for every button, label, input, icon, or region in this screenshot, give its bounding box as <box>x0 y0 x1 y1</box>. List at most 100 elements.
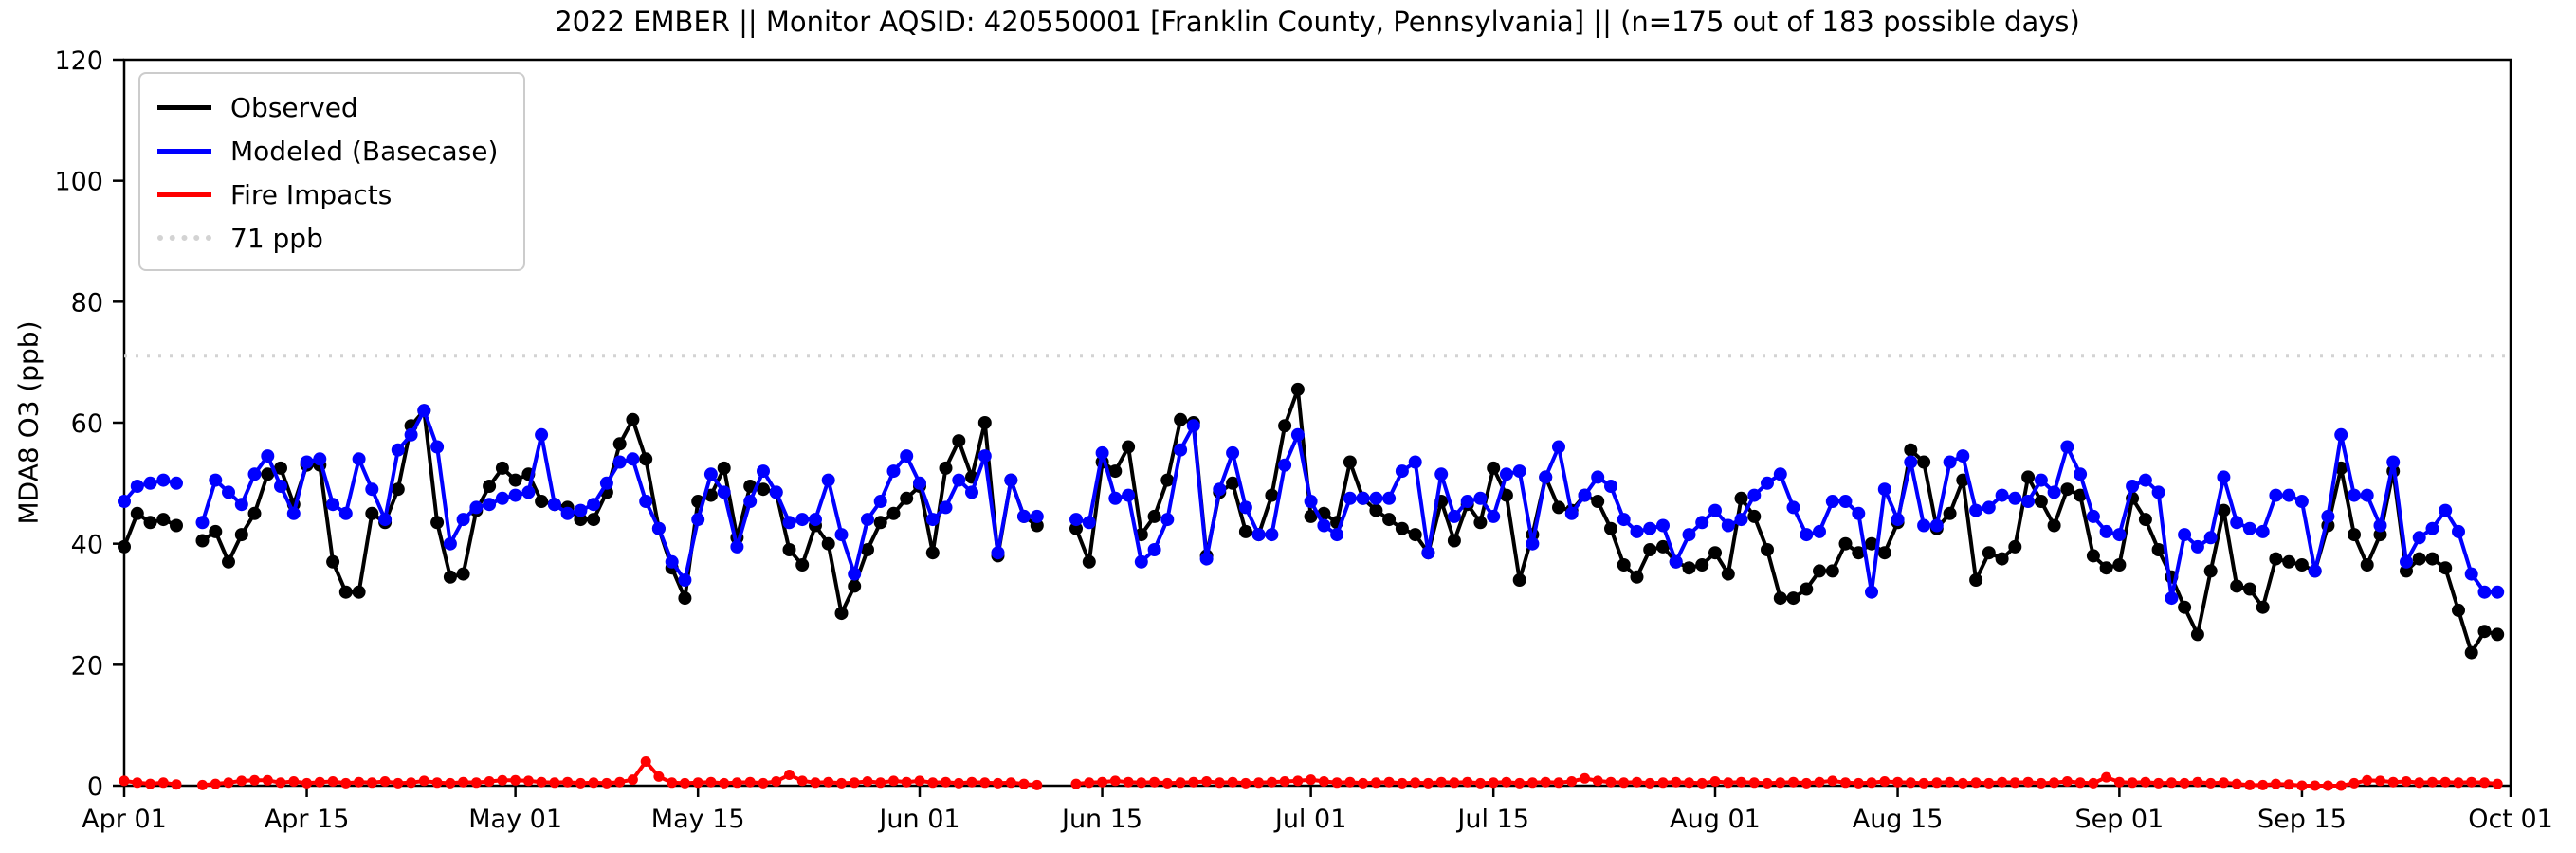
observed-marker <box>274 461 287 475</box>
modeled-basecase--marker <box>365 482 379 497</box>
fire-impacts-marker <box>1644 777 1655 789</box>
fire-impacts-marker <box>1266 776 1277 788</box>
modeled-basecase--marker <box>821 473 835 487</box>
fire-impacts-marker <box>1526 777 1538 789</box>
fire-impacts-marker <box>1097 776 1108 788</box>
fire-impacts-marker <box>1866 777 1877 789</box>
observed-marker <box>1278 419 1292 433</box>
modeled-basecase--marker <box>1499 467 1513 481</box>
modeled-basecase--marker <box>1552 440 1565 454</box>
fire-impacts-marker <box>445 777 456 789</box>
fire-impacts-marker <box>2414 777 2425 789</box>
fire-impacts-marker <box>1657 777 1669 789</box>
modeled-basecase--marker <box>757 464 770 479</box>
fire-impacts-marker <box>2296 780 2308 791</box>
fire-impacts-marker <box>1892 776 1904 788</box>
modeled-basecase--marker <box>247 467 262 481</box>
modeled-basecase--marker <box>443 536 457 551</box>
legend-item-fire: Fire Impacts <box>140 172 523 216</box>
fire-impacts-marker <box>484 776 495 787</box>
observed-marker <box>1617 558 1631 572</box>
fire-impacts-marker <box>679 777 690 789</box>
fire-impacts-marker <box>2192 776 2203 788</box>
modeled-basecase--marker <box>1382 491 1397 505</box>
modeled-basecase--marker <box>2360 488 2374 502</box>
legend-label-fire: Fire Impacts <box>230 178 393 210</box>
modeled-basecase--marker <box>1800 528 1814 542</box>
fire-impacts-marker <box>2009 777 2020 789</box>
modeled-basecase--marker <box>730 539 744 554</box>
observed-marker <box>338 585 353 599</box>
observed-marker <box>795 558 810 572</box>
modeled-basecase--marker <box>2425 521 2439 535</box>
observed-marker <box>1904 443 1918 457</box>
observed-marker <box>1343 455 1357 469</box>
legend-item-modeled: Modeled (Basecase) <box>140 129 523 172</box>
observed-marker <box>2373 528 2387 542</box>
modeled-basecase--marker <box>925 513 940 527</box>
fire-impacts-marker <box>1383 776 1395 788</box>
fire-impacts-marker <box>119 775 130 787</box>
observed-marker <box>365 506 379 520</box>
fire-impacts-marker <box>1723 777 1734 789</box>
modeled-basecase--marker <box>1330 528 1344 542</box>
modeled-basecase--marker <box>508 488 522 502</box>
fire-impacts-marker <box>1344 776 1356 788</box>
modeled-basecase--marker <box>1956 449 1970 463</box>
fire-impacts-marker <box>2427 776 2438 788</box>
fire-impacts-marker <box>210 778 221 789</box>
fire-impacts-marker <box>2257 779 2269 790</box>
fire-impacts-marker <box>575 777 586 789</box>
fire-impacts-marker <box>1292 775 1304 787</box>
fire-impacts-marker <box>1566 776 1578 787</box>
observed-marker <box>612 437 627 451</box>
fire-impacts-marker <box>927 777 939 789</box>
modeled-basecase--marker <box>782 516 796 530</box>
modeled-basecase--marker <box>1773 467 1787 481</box>
observed-marker <box>170 518 183 533</box>
modeled-basecase--marker <box>170 476 183 490</box>
modeled-basecase--marker <box>1591 470 1605 484</box>
fire-impacts-marker <box>1136 777 1147 789</box>
observed-marker <box>2138 513 2152 527</box>
modeled-basecase--marker <box>2412 531 2426 545</box>
observed-marker <box>1069 521 1083 535</box>
fire-impacts-marker <box>1540 776 1551 788</box>
fire-impacts-marker <box>771 776 782 787</box>
observed-marker <box>2190 627 2204 642</box>
modeled-basecase--marker <box>2400 554 2413 569</box>
fire-impacts-marker <box>653 771 665 782</box>
modeled-basecase--marker <box>417 404 431 418</box>
modeled-basecase--marker <box>691 513 705 527</box>
fire-impacts-marker <box>2479 777 2490 789</box>
fire-impacts-marker <box>1422 777 1434 789</box>
modeled-basecase--marker <box>378 513 393 527</box>
observed-marker <box>2047 518 2061 533</box>
fire-impacts-marker <box>966 776 977 788</box>
observed-marker <box>873 516 887 530</box>
modeled-basecase--marker <box>703 467 718 481</box>
modeled-basecase--marker <box>2348 488 2361 502</box>
modeled-basecase--marker <box>2269 488 2283 502</box>
modeled-basecase--marker <box>338 506 353 520</box>
modeled-basecase--marker <box>2464 567 2478 581</box>
fire-impacts-marker <box>1462 776 1473 788</box>
modeled-basecase--marker <box>1317 518 1331 533</box>
y-tick-label: 120 <box>54 46 103 76</box>
observed-marker <box>2060 482 2074 497</box>
modeled-basecase--marker <box>1852 506 1866 520</box>
modeled-basecase--marker <box>1017 509 1031 523</box>
fire-impacts-marker <box>1553 777 1564 789</box>
fire-impacts-marker <box>1318 776 1329 787</box>
observed-marker <box>1813 564 1826 578</box>
observed-marker <box>1761 543 1774 556</box>
legend-label-modeled: Modeled (Basecase) <box>230 135 499 167</box>
modeled-basecase--marker <box>1838 495 1853 508</box>
observed-marker <box>1408 528 1422 542</box>
fire-impacts-marker <box>901 776 912 788</box>
modeled-basecase--marker <box>2074 467 2088 481</box>
fire-impacts-marker <box>614 776 626 788</box>
modeled-basecase--marker <box>1265 528 1279 542</box>
fire-impacts-marker <box>2218 777 2229 789</box>
observed-marker <box>2269 552 2283 566</box>
